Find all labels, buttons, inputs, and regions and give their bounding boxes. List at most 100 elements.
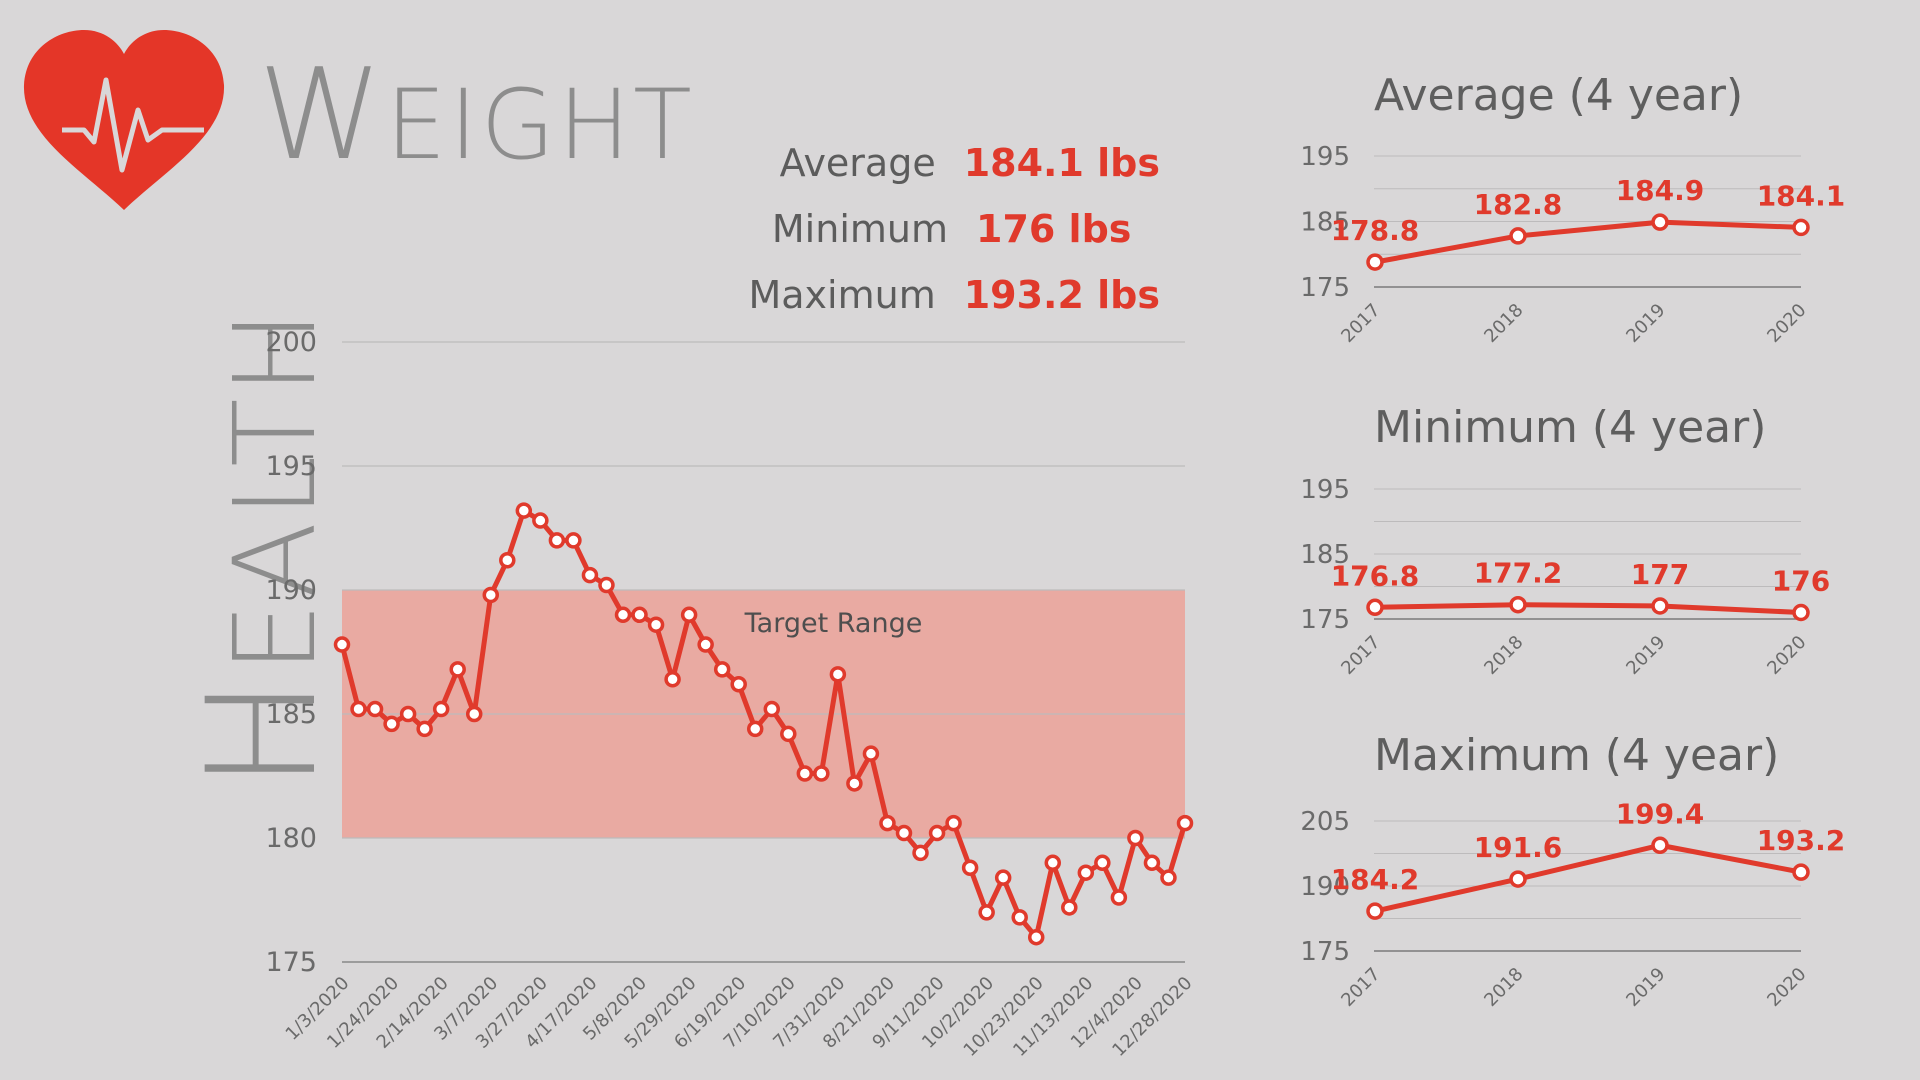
weight-data-point [1027, 928, 1045, 946]
weight-data-point [416, 720, 433, 738]
weight-data-point [614, 606, 632, 624]
weight-data-point [697, 636, 714, 653]
mini-series-line [1374, 842, 1802, 914]
mini-data-point [1651, 836, 1669, 855]
weight-data-point [763, 700, 781, 718]
mini-data-label: 191.6 [1474, 831, 1563, 864]
stat-label: Maximum [748, 273, 936, 317]
weight-data-point [664, 671, 681, 688]
mini-data-label: 193.2 [1757, 824, 1846, 857]
weight-data-point [581, 566, 599, 584]
weight-data-point [1044, 854, 1062, 872]
stat-average: Average 184.1 lbs [700, 130, 1160, 196]
mini-y-tick-label: 175 [1300, 605, 1350, 635]
mini-x-tick-label: 2017 [1337, 964, 1384, 1011]
mini-y-tick-label: 195 [1300, 475, 1350, 505]
weight-data-point [1110, 889, 1128, 906]
y-tick-label: 200 [265, 327, 317, 358]
mini-data-label: 184.9 [1616, 174, 1705, 207]
weight-data-point [366, 700, 384, 718]
weight-data-point [1176, 814, 1194, 832]
weight-data-point [548, 532, 566, 549]
weight-data-point [713, 661, 731, 678]
mini-x-tick-label: 2019 [1622, 964, 1669, 1011]
y-tick-label: 190 [265, 575, 317, 606]
weight-data-point [515, 502, 533, 519]
mini-x-tick-label: 2018 [1480, 632, 1527, 679]
mini-x-tick-label: 2017 [1337, 632, 1384, 679]
mini-data-point [1651, 213, 1669, 231]
mini-x-tick-label: 2019 [1622, 300, 1669, 347]
summary-stats: Average 184.1 lbs Minimum 176 lbs Maximu… [700, 130, 1160, 328]
weight-data-point [1061, 899, 1078, 916]
weight-data-point [350, 700, 367, 718]
stat-label: Average [779, 141, 936, 185]
weight-data-point [647, 616, 665, 633]
weight-data-point [1094, 854, 1111, 872]
stat-value: 184.1 lbs [963, 141, 1160, 185]
weight-data-point [862, 745, 880, 762]
weight-data-point [928, 824, 946, 842]
mini-data-point [1509, 227, 1527, 245]
weight-data-point [813, 765, 830, 782]
mini-y-tick-label: 185 [1300, 540, 1350, 570]
weight-data-point [746, 720, 764, 738]
mini-data-point [1366, 902, 1384, 920]
mini-series-line [1374, 219, 1802, 265]
mini-y-tick-label: 185 [1300, 208, 1350, 238]
mini-data-point [1509, 870, 1527, 888]
weight-data-point [499, 551, 516, 569]
y-tick-label: 195 [265, 451, 317, 482]
weight-data-point [829, 666, 847, 683]
page-title: WEIGHT [258, 52, 695, 178]
weight-data-point [680, 606, 698, 624]
mini-data-label: 184.2 [1331, 863, 1420, 896]
weight-data-point [879, 814, 896, 832]
stat-label: Minimum [771, 207, 948, 251]
weight-data-point [895, 824, 913, 842]
mini-data-label: 178.8 [1331, 214, 1420, 247]
mini-data-point [1792, 863, 1810, 881]
mini-x-tick-label: 2020 [1763, 300, 1810, 347]
weight-data-point [631, 606, 648, 624]
mini-data-point [1792, 218, 1810, 237]
weight-series-line [339, 508, 1188, 940]
weight-data-point [333, 636, 351, 653]
target-range-label: Target Range [744, 608, 923, 639]
mini-data-label: 199.4 [1616, 797, 1705, 830]
mini-x-tick-label: 2019 [1622, 632, 1669, 679]
weight-data-point [912, 844, 929, 862]
mini-data-label: 176.8 [1331, 559, 1420, 592]
weight-data-point [465, 705, 483, 723]
weight-data-point [1011, 909, 1028, 926]
y-tick-label: 185 [265, 699, 317, 730]
weight-data-point [994, 869, 1012, 886]
weight-data-point [1160, 869, 1177, 886]
mini-data-label: 177.2 [1474, 557, 1563, 590]
weight-data-point [1077, 864, 1095, 881]
mini-y-tick-label: 195 [1300, 142, 1350, 172]
heart-pulse-icon [23, 30, 225, 210]
weight-data-point [432, 700, 450, 718]
weight-data-point [383, 715, 400, 733]
weight-data-point [449, 661, 466, 678]
mini-y-tick-label: 205 [1300, 807, 1350, 837]
weight-data-point [598, 576, 615, 594]
weight-data-point [846, 775, 863, 792]
mini-data-label: 176 [1772, 565, 1830, 598]
weight-data-point [796, 765, 814, 782]
title-initial: W [258, 41, 386, 188]
title-rest: EIGHT [385, 69, 695, 181]
weight-data-point [565, 532, 582, 549]
weight-data-point [780, 725, 797, 743]
mini-data-label: 182.8 [1474, 188, 1563, 221]
weight-data-point [978, 904, 995, 921]
mini-chart-title-average: Average (4 year) [1374, 70, 1744, 121]
mini-x-tick-label: 2018 [1480, 964, 1527, 1011]
mini-y-tick-label: 175 [1300, 273, 1350, 303]
weight-data-point [1127, 829, 1144, 847]
mini-x-tick-label: 2017 [1337, 300, 1384, 347]
mini-chart-title-minimum: Minimum (4 year) [1374, 402, 1767, 453]
